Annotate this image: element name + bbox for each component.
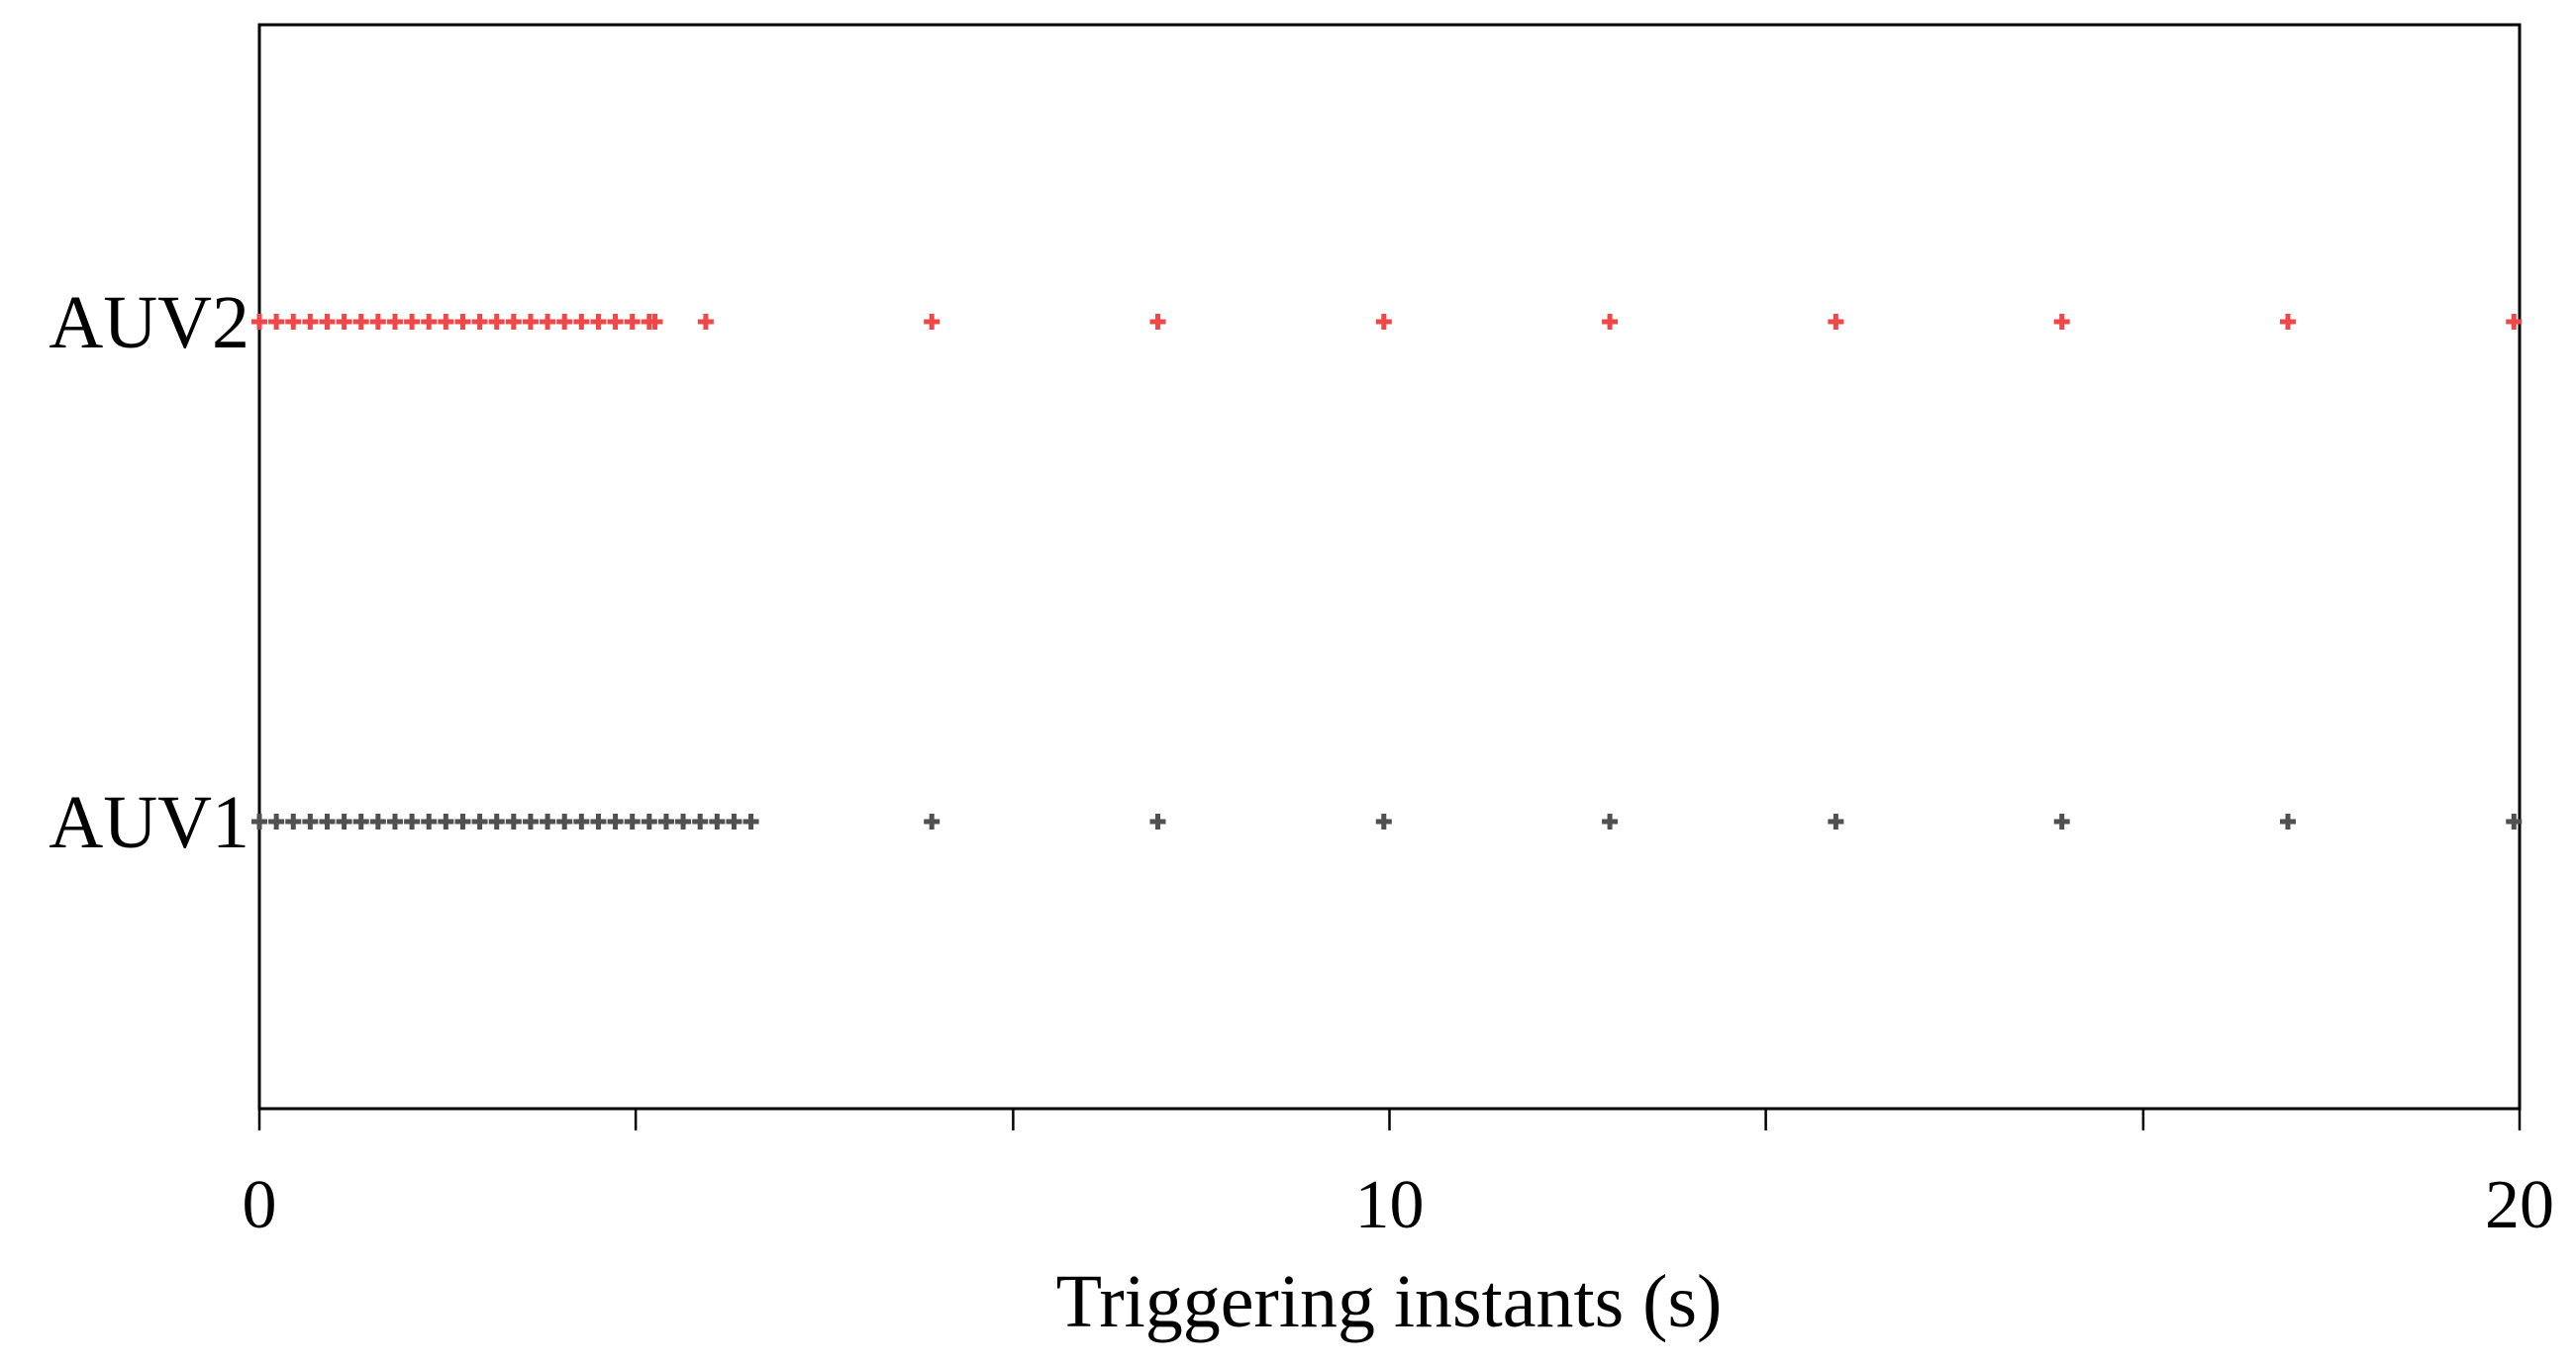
auv1-trigger-point-20 [590,814,607,830]
auv1-trigger-point-4 [319,814,336,830]
category-label-auv1: AUV1 [49,781,249,864]
auv2-trigger-point-13 [471,314,488,330]
auv2-trigger-point-16 [522,314,539,330]
auv2-trigger-point-0 [251,314,267,330]
auv2-trigger-point-14 [488,314,505,330]
auv2-trigger-point-5 [336,314,352,330]
auv1-trigger-point-21 [607,814,624,830]
auv1-trigger-point-31 [1149,814,1166,830]
y-axis-category-labels: AUV1 AUV2 [49,281,249,864]
auv2-trigger-point-4 [319,314,336,330]
auv1-trigger-point-24 [657,814,674,830]
auv1-trigger-point-36 [2279,814,2296,830]
auv1-trigger-point-9 [404,814,421,830]
auv2-trigger-point-26 [924,314,941,330]
auv2-trigger-point-12 [454,314,471,330]
auv1-trigger-point-34 [1828,814,1844,830]
auv1-trigger-point-33 [1602,814,1619,830]
x-axis-ticks [257,1109,2522,1130]
auv1-trigger-point-35 [2053,814,2070,830]
event-markers [251,314,2523,830]
auv2-trigger-point-19 [573,314,590,330]
auv1-trigger-point-37 [2506,814,2523,830]
x-tick-label-20: 20 [2485,1167,2554,1243]
auv1-trigger-point-3 [302,814,319,830]
auv2-trigger-point-32 [2279,314,2296,330]
auv1-trigger-point-23 [641,814,657,830]
category-label-auv2: AUV2 [49,281,249,364]
auv2-trigger-point-11 [438,314,454,330]
auv2-trigger-point-30 [1828,314,1844,330]
auv1-trigger-point-22 [624,814,641,830]
auv1-trigger-point-27 [709,814,726,830]
auv2-trigger-point-25 [697,314,714,330]
auv2-trigger-point-18 [556,314,573,330]
auv1-trigger-point-2 [285,814,302,830]
auv1-trigger-point-28 [726,814,743,830]
series-auv1 [251,814,2523,830]
auv2-trigger-point-22 [624,314,641,330]
auv1-trigger-point-8 [386,814,403,830]
auv2-trigger-point-6 [352,314,369,330]
auv2-trigger-point-33 [2506,314,2523,330]
auv2-trigger-point-21 [607,314,624,330]
auv2-trigger-point-31 [2053,314,2070,330]
auv2-trigger-point-17 [540,314,556,330]
auv1-trigger-point-17 [540,814,556,830]
auv2-trigger-point-28 [1375,314,1392,330]
auv2-trigger-point-1 [268,314,285,330]
auv2-trigger-point-3 [302,314,319,330]
auv1-trigger-point-6 [352,814,369,830]
auv1-trigger-point-26 [692,814,709,830]
x-axis-tick-labels: 0 10 20 [243,1167,2555,1243]
auv2-trigger-point-2 [285,314,302,330]
auv2-trigger-point-7 [369,314,386,330]
auv1-trigger-point-7 [369,814,386,830]
auv2-trigger-point-10 [421,314,438,330]
series-auv2 [251,314,2523,330]
x-tick-label-0: 0 [243,1167,277,1243]
auv1-trigger-point-25 [675,814,692,830]
auv2-trigger-point-15 [505,314,522,330]
plot-frame [257,23,2522,1111]
x-axis-title: Triggering instants (s) [1056,1260,1723,1343]
auv1-trigger-point-1 [268,814,285,830]
auv2-trigger-point-29 [1602,314,1619,330]
auv1-trigger-point-12 [454,814,471,830]
auv2-trigger-point-20 [590,314,607,330]
auv1-trigger-point-30 [924,814,941,830]
auv1-trigger-point-13 [471,814,488,830]
auv1-trigger-point-29 [743,814,759,830]
auv1-trigger-point-18 [556,814,573,830]
auv1-trigger-point-19 [573,814,590,830]
auv1-trigger-point-14 [488,814,505,830]
auv1-trigger-point-5 [336,814,352,830]
auv2-trigger-point-24 [646,314,663,330]
auv1-trigger-point-0 [251,814,267,830]
auv1-trigger-point-32 [1375,814,1392,830]
auv1-trigger-point-10 [421,814,438,830]
auv1-trigger-point-16 [522,814,539,830]
auv1-trigger-point-15 [505,814,522,830]
auv2-trigger-point-27 [1149,314,1166,330]
auv1-trigger-point-11 [438,814,454,830]
x-tick-label-10: 10 [1355,1167,1425,1243]
auv2-trigger-point-8 [386,314,403,330]
auv2-trigger-point-9 [404,314,421,330]
